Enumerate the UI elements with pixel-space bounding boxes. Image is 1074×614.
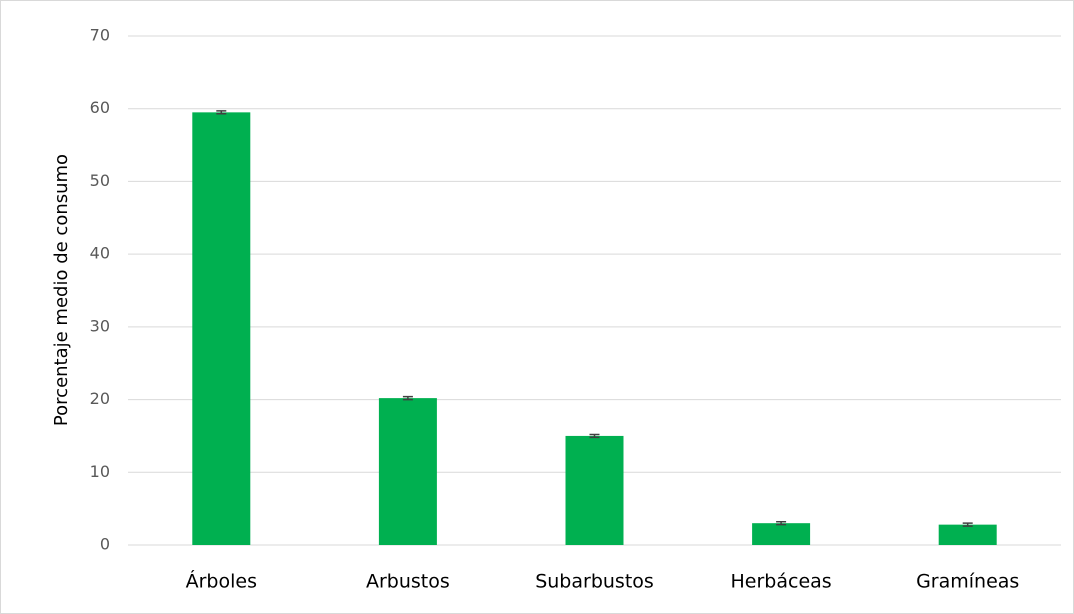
y-tick-label: 10 — [90, 462, 110, 481]
y-tick-label: 20 — [90, 389, 110, 408]
y-tick-label: 70 — [90, 26, 110, 45]
bar — [378, 398, 437, 545]
error-bar — [776, 520, 787, 526]
x-tick-label: Arbustos — [366, 571, 450, 593]
bar — [752, 523, 811, 545]
error-bar — [962, 522, 973, 527]
y-axis-title: Porcentaje medio de consumo — [51, 154, 72, 426]
y-tick-label: 30 — [90, 316, 110, 335]
x-tick-label: Herbáceas — [731, 571, 832, 593]
error-bar — [216, 110, 227, 115]
bar — [192, 112, 251, 545]
error-bar — [589, 433, 600, 439]
y-tick-label: 50 — [90, 171, 110, 190]
y-tick-label: 0 — [100, 535, 110, 554]
y-tick-label: 60 — [90, 98, 110, 117]
x-tick-label: Árboles — [186, 570, 257, 593]
x-tick-label: Gramíneas — [916, 571, 1019, 593]
bar — [565, 435, 624, 545]
x-tick-label: Subarbustos — [535, 571, 654, 593]
y-tick-label: 40 — [90, 244, 110, 263]
error-bar — [402, 395, 413, 401]
bar — [938, 524, 997, 545]
